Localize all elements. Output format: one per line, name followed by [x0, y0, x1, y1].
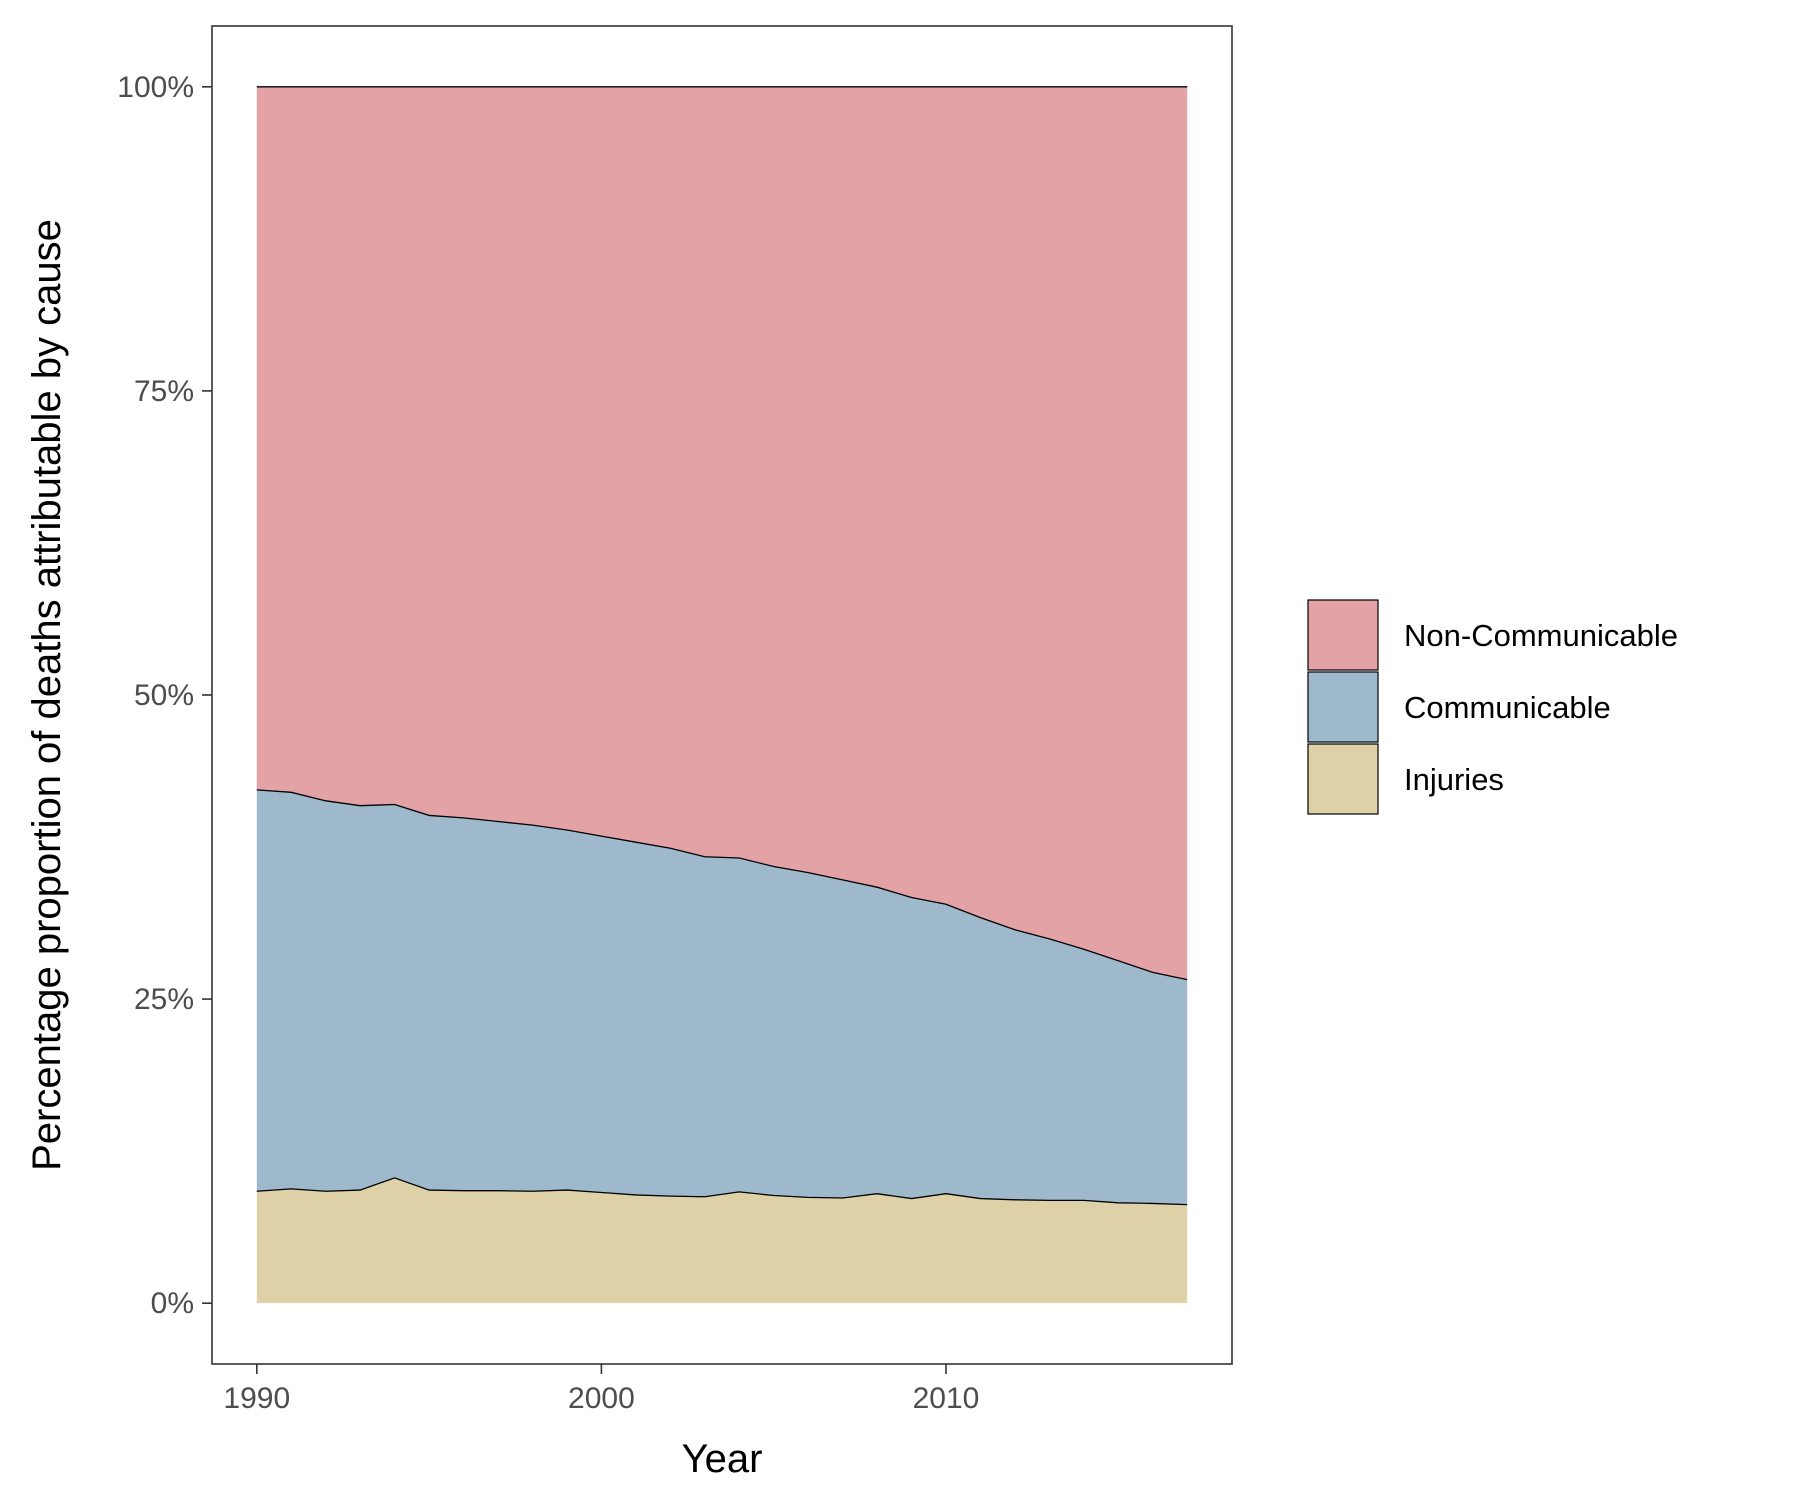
x-tick-label: 2010 [913, 1382, 980, 1415]
area-communicable [256, 789, 1188, 1205]
boundary-communicable [256, 789, 1188, 981]
legend-key-injuries [1307, 743, 1379, 815]
area-non-communicable [256, 86, 1188, 980]
series-areas [256, 86, 1188, 1304]
y-tick-label: 50% [134, 679, 194, 712]
legend-key-non-communicable [1307, 599, 1379, 671]
area-injuries [256, 1177, 1188, 1304]
legend: Non-Communicable Communicable Injuries [1307, 599, 1678, 815]
x-tick-label: 2000 [568, 1382, 635, 1415]
y-axis: 0% 25% 50% 75% 100% [117, 71, 212, 1320]
y-tick-label: 75% [134, 375, 194, 408]
y-tick-label: 100% [117, 71, 194, 104]
legend-label-injuries: Injuries [1404, 762, 1504, 797]
x-axis-title: Year [682, 1437, 763, 1481]
y-tick-label: 0% [151, 1287, 194, 1320]
x-tick-label: 1990 [223, 1382, 290, 1415]
legend-label-non-communicable: Non-Communicable [1404, 618, 1678, 653]
x-axis: 1990 2000 2010 [223, 1364, 979, 1415]
series-boundaries [256, 86, 1188, 1206]
legend-key-communicable [1307, 671, 1379, 743]
boundary-injuries [256, 1177, 1188, 1206]
y-axis-title: Percentage proportion of deaths attribut… [25, 219, 69, 1171]
legend-label-communicable: Communicable [1404, 690, 1611, 725]
y-tick-label: 25% [134, 983, 194, 1016]
